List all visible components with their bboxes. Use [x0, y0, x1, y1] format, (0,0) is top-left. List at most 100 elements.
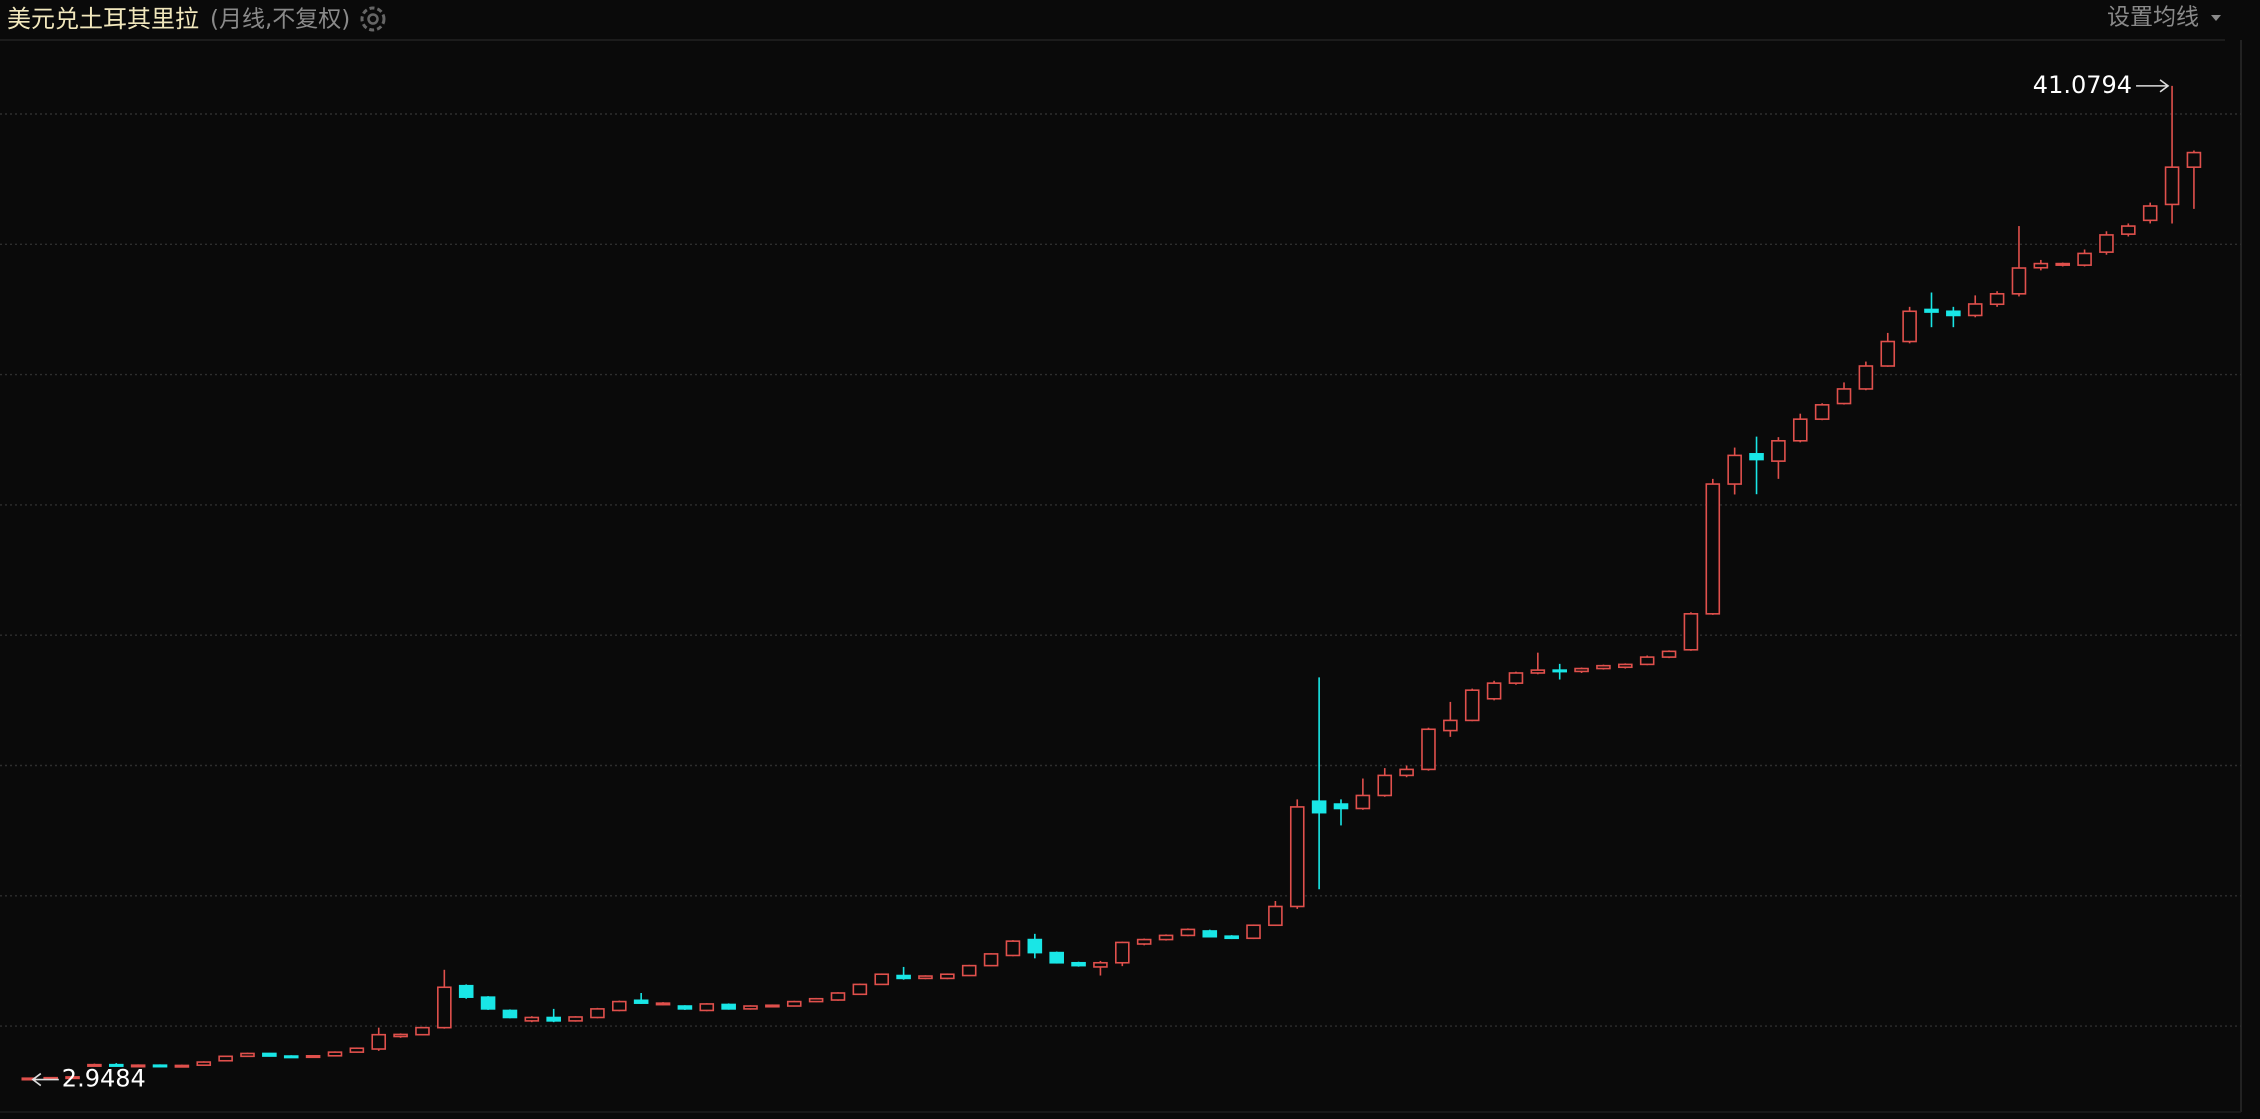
- candle-body: [262, 1052, 277, 1057]
- candle-body: [65, 1076, 80, 1080]
- candle-body: [1027, 938, 1043, 954]
- candle-body: [1552, 669, 1567, 673]
- chart-subtitle: (月线,不复权): [210, 7, 350, 33]
- candle-body: [437, 986, 452, 1029]
- candle-body: [2099, 234, 2114, 253]
- candle-body: [2142, 205, 2158, 222]
- candle-body: [918, 975, 933, 980]
- candle-body: [1115, 941, 1130, 964]
- candle-body: [1202, 930, 1218, 938]
- candle-body: [1399, 768, 1414, 777]
- candle-body: [1421, 728, 1436, 771]
- candle-body: [305, 1054, 321, 1059]
- candle-body: [174, 1064, 190, 1068]
- candle-body: [961, 964, 977, 977]
- candle-body: [1727, 454, 1742, 485]
- candle-body: [2055, 262, 2071, 266]
- candle-body: [1771, 439, 1786, 462]
- candle-body: [240, 1052, 255, 1058]
- candle-body: [327, 1051, 343, 1057]
- candle-body: [524, 1016, 540, 1022]
- candle-body: [765, 1004, 780, 1008]
- candle-body: [130, 1064, 146, 1068]
- candle-body: [808, 997, 824, 1003]
- candle-body: [721, 1003, 736, 1010]
- candle-body: [1596, 664, 1611, 670]
- candle-body: [1443, 719, 1458, 732]
- candle-body: [896, 974, 911, 980]
- chart-title: 美元兑土耳其里拉: [7, 5, 199, 33]
- candle-body: [2186, 151, 2202, 168]
- candle-body: [1814, 404, 1830, 420]
- candle-body: [2077, 252, 2092, 266]
- candle-body: [1749, 453, 1764, 461]
- candle-body: [1683, 613, 1699, 651]
- candle-body: [1246, 924, 1261, 940]
- candle-body: [1946, 310, 1961, 317]
- candle-body: [1049, 951, 1064, 964]
- candle-body: [415, 1026, 430, 1036]
- candle-body: [940, 973, 955, 980]
- candle-body: [1486, 682, 1502, 700]
- candle-body: [1989, 293, 2005, 306]
- candle-body: [196, 1061, 212, 1066]
- candle-body: [1902, 310, 1917, 343]
- candle-body: [786, 1000, 802, 1007]
- candle-body: [1071, 961, 1086, 967]
- ma-dropdown-arrow[interactable]: [2211, 15, 2221, 21]
- candle-body: [1705, 483, 1721, 615]
- candle-body: [1880, 340, 1896, 367]
- gear-hub: [367, 13, 379, 25]
- candle-body: [1836, 388, 1852, 405]
- candle-body: [1858, 365, 1874, 390]
- candle-body: [1311, 800, 1327, 814]
- candle-body: [1005, 940, 1021, 957]
- candle-body: [611, 1000, 627, 1012]
- candle-body: [590, 1008, 605, 1019]
- candle-body: [283, 1055, 299, 1059]
- candle-body: [1574, 667, 1589, 673]
- candle-body: [2164, 166, 2180, 206]
- candle-body: [1967, 303, 1983, 317]
- candle-body: [2121, 225, 2136, 235]
- settings-gear[interactable]: [360, 6, 386, 32]
- candle-body: [874, 973, 890, 986]
- candle-body: [743, 1005, 758, 1010]
- candle-body: [1224, 935, 1239, 940]
- candle-body: [152, 1064, 168, 1068]
- candle-body: [218, 1055, 233, 1062]
- candle-body: [1268, 905, 1283, 927]
- ma-button[interactable]: 设置均线: [2107, 5, 2199, 31]
- min-arrow-head: [31, 1072, 42, 1087]
- candle-body: [1464, 689, 1480, 722]
- candle-body: [458, 984, 474, 998]
- candle-body: [2033, 262, 2049, 269]
- candle-body: [1093, 961, 1108, 968]
- candle-body: [1639, 656, 1655, 666]
- candle-body: [1136, 938, 1152, 945]
- max-label: 41.0794: [2033, 71, 2132, 99]
- candle-body: [1924, 308, 1939, 313]
- candle-body: [1508, 672, 1524, 684]
- candle-body: [568, 1016, 583, 1022]
- candle-body: [1792, 418, 1808, 442]
- candle-body: [1661, 650, 1677, 658]
- candle-body: [480, 996, 496, 1010]
- candle-body: [699, 1003, 715, 1012]
- candle-body: [1618, 663, 1633, 669]
- candle-body: [1377, 774, 1393, 797]
- min-label: 2.9484: [62, 1065, 146, 1093]
- candle-body: [371, 1033, 387, 1050]
- candle-body: [393, 1033, 408, 1038]
- gear-teeth: [360, 6, 386, 32]
- candle-body: [108, 1063, 124, 1067]
- candle-body: [1180, 928, 1196, 937]
- candle-body: [1355, 794, 1371, 810]
- candle-body: [655, 1002, 671, 1006]
- candle-body: [2011, 267, 2027, 295]
- candle-body: [349, 1047, 365, 1053]
- candle-body: [87, 1063, 102, 1067]
- candle-body: [1530, 669, 1546, 674]
